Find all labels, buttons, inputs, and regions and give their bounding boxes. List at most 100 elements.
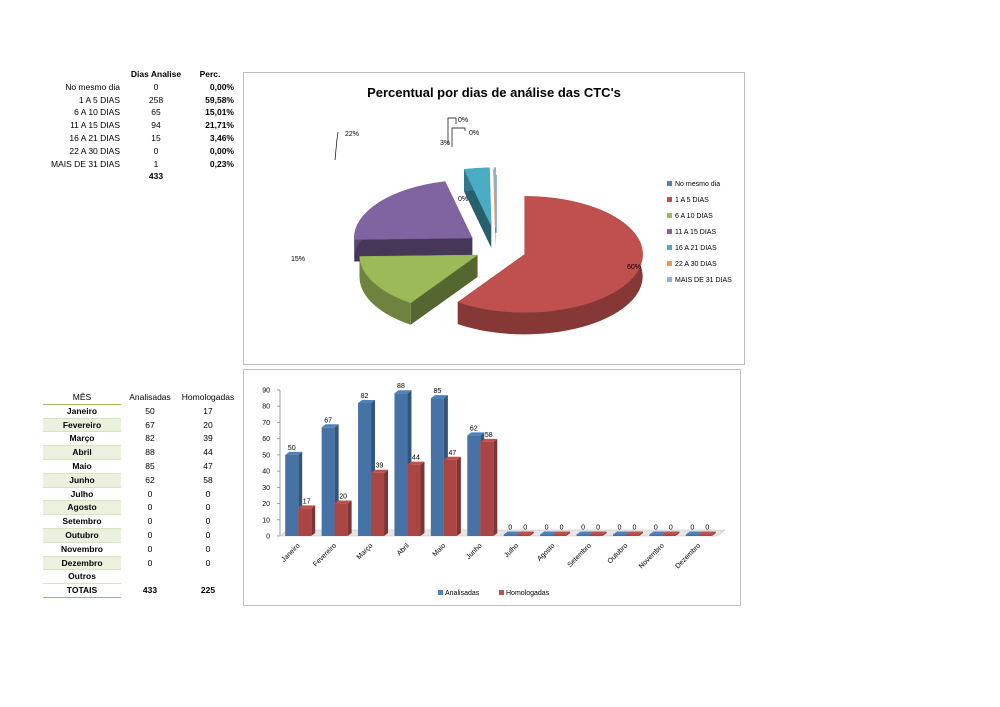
pie-slice bbox=[359, 254, 479, 304]
legend-swatch bbox=[667, 277, 672, 282]
bar-legend: Analisadas Homologadas bbox=[438, 590, 550, 597]
legend-swatch bbox=[667, 229, 672, 234]
analisadas-cell: 50 bbox=[145, 405, 155, 416]
pie-legend-label: MAIS DE 31 DIAS bbox=[675, 277, 732, 284]
bar-data-label: 0 bbox=[545, 525, 549, 532]
days-total-count: 433 bbox=[148, 171, 164, 182]
pie-data-label: 60% bbox=[627, 264, 641, 271]
month-cell: Maio bbox=[43, 459, 121, 474]
pie-slice-wall bbox=[457, 196, 643, 335]
y-tick-label: 70 bbox=[262, 420, 270, 427]
homologadas-cell: 0 bbox=[205, 516, 211, 527]
x-tick-label: Abril bbox=[396, 542, 411, 557]
days-row-label: 6 A 10 DIAS bbox=[74, 107, 120, 118]
days-row-label: 1 A 5 DIAS bbox=[78, 94, 120, 105]
y-tick-label: 0 bbox=[266, 534, 270, 541]
days-table-row: 11 A 15 DIAS 94 21,71% bbox=[40, 119, 236, 132]
y-tick-label: 50 bbox=[262, 452, 270, 459]
days-row-count: 0 bbox=[153, 145, 159, 156]
bar-data-label: 85 bbox=[433, 388, 441, 395]
pie-data-label: 3% bbox=[440, 140, 450, 147]
bar-legend-label: Homologadas bbox=[506, 590, 550, 597]
bar-data-label: 17 bbox=[303, 498, 311, 505]
days-row-label: 16 A 21 DIAS bbox=[69, 132, 120, 143]
bar-homologadas bbox=[443, 456, 461, 536]
analisadas-cell: 62 bbox=[145, 474, 155, 485]
pie-chart-title: Percentual por dias de análise das CTC's bbox=[367, 85, 621, 100]
pie-legend-label: 22 A 30 DIAS bbox=[675, 261, 717, 268]
month-table-row: Fevereiro 67 20 bbox=[43, 418, 237, 433]
pie-data-label: 0% bbox=[469, 130, 479, 137]
homologadas-cell: 17 bbox=[203, 405, 213, 416]
days-table-row: MAIS DE 31 DIAS 1 0,23% bbox=[40, 158, 236, 171]
total-analisadas: 433 bbox=[142, 585, 158, 596]
month-cell: Dezembro bbox=[43, 556, 121, 571]
legend-swatch bbox=[438, 590, 443, 595]
analisadas-cell: 82 bbox=[145, 433, 155, 444]
homologadas-cell: 0 bbox=[205, 543, 211, 554]
days-row-label: No mesmo dia bbox=[65, 81, 120, 92]
pie-chart: Percentual por dias de análise das CTC's… bbox=[291, 85, 732, 335]
days-row-perc: 15,01% bbox=[205, 107, 234, 118]
analisadas-cell: 88 bbox=[145, 447, 155, 458]
month-cell: Junho bbox=[43, 473, 121, 488]
pie-legend-label: 1 A 5 DIAS bbox=[675, 197, 709, 204]
pie-slice bbox=[493, 169, 497, 228]
x-tick-label: Janeiro bbox=[280, 542, 301, 563]
y-tick-label: 30 bbox=[262, 485, 270, 492]
pie-legend-label: 6 A 10 DIAS bbox=[675, 213, 713, 220]
month-cell: Março bbox=[43, 431, 121, 447]
days-row-perc: 21,71% bbox=[205, 120, 234, 131]
legend-swatch bbox=[667, 181, 672, 186]
y-tick-label: 90 bbox=[262, 388, 270, 395]
pie-legend-label: No mesmo dia bbox=[675, 181, 720, 188]
bar-homologadas bbox=[371, 469, 389, 536]
bar-homologadas bbox=[553, 531, 571, 536]
totals-label: TOTAIS bbox=[43, 583, 121, 598]
month-header: MÊS bbox=[43, 391, 121, 405]
days-row-perc: 59,58% bbox=[205, 94, 234, 105]
x-tick-label: Agosto bbox=[536, 542, 556, 562]
pie-legend: No mesmo dia 1 A 5 DIAS 6 A 10 DIAS 11 A 15… bbox=[667, 181, 732, 284]
bar-legend-label: Analisadas bbox=[445, 590, 480, 597]
pie-slice bbox=[354, 181, 473, 240]
pie-data-labels: 0%60%15%22%3%0%0% bbox=[291, 117, 641, 271]
bar-data-label: 82 bbox=[361, 393, 369, 400]
days-row-label: 22 A 30 DIAS bbox=[69, 145, 120, 156]
bar-data-label: 50 bbox=[288, 445, 296, 452]
bar-data-label: 20 bbox=[339, 494, 347, 501]
homologadas-cell: 0 bbox=[205, 529, 211, 540]
analisadas-cell: 0 bbox=[147, 529, 153, 540]
bar-data-label: 0 bbox=[508, 525, 512, 532]
x-tick-label: Março bbox=[356, 542, 375, 561]
homologadas-cell: 0 bbox=[205, 557, 211, 568]
bar-homologadas bbox=[516, 531, 534, 536]
leader-line bbox=[451, 127, 466, 147]
x-tick-label: Novembro bbox=[638, 542, 666, 570]
bar-data-label: 58 bbox=[485, 432, 493, 439]
bar-data-label: 0 bbox=[654, 525, 658, 532]
bar-data-label: 67 bbox=[324, 417, 332, 424]
x-tick-label: Setembro bbox=[567, 542, 593, 568]
bar-data-labels: 50 17 67 20 82 39 88 44 85 47 62 58 0 0 0 0 0 0 0 0 0 0 0 0 bbox=[288, 383, 710, 531]
analisadas-cell: 67 bbox=[145, 419, 155, 430]
bar-data-label: 0 bbox=[581, 525, 585, 532]
bar-data-label: 0 bbox=[560, 525, 564, 532]
pie-legend-label: 11 A 15 DIAS bbox=[675, 229, 716, 236]
month-table-row: Novembro 0 0 bbox=[43, 542, 237, 557]
pie-data-label: 0% bbox=[458, 196, 468, 203]
bar-series bbox=[285, 390, 716, 536]
month-table-row: Janeiro 50 17 bbox=[43, 404, 237, 419]
bar-homologadas bbox=[698, 531, 716, 536]
legend-swatch bbox=[667, 213, 672, 218]
days-table-row: 22 A 30 DIAS 0 0,00% bbox=[40, 145, 236, 158]
days-row-label: 11 A 15 DIAS bbox=[70, 120, 120, 131]
bar-data-label: 0 bbox=[690, 525, 694, 532]
bar-chart-frame: 0 10 20 30 40 50 60 70 80 90 50 17 67 20 82 39 88 44 85 47 6… bbox=[243, 369, 741, 606]
x-tick-label: Julho bbox=[503, 542, 520, 559]
x-tick-label: Outubro bbox=[607, 542, 630, 565]
homologadas-cell: 58 bbox=[203, 474, 213, 485]
pie-slice bbox=[493, 167, 496, 226]
analisadas-cell: 0 bbox=[147, 516, 153, 527]
legend-swatch bbox=[667, 261, 672, 266]
